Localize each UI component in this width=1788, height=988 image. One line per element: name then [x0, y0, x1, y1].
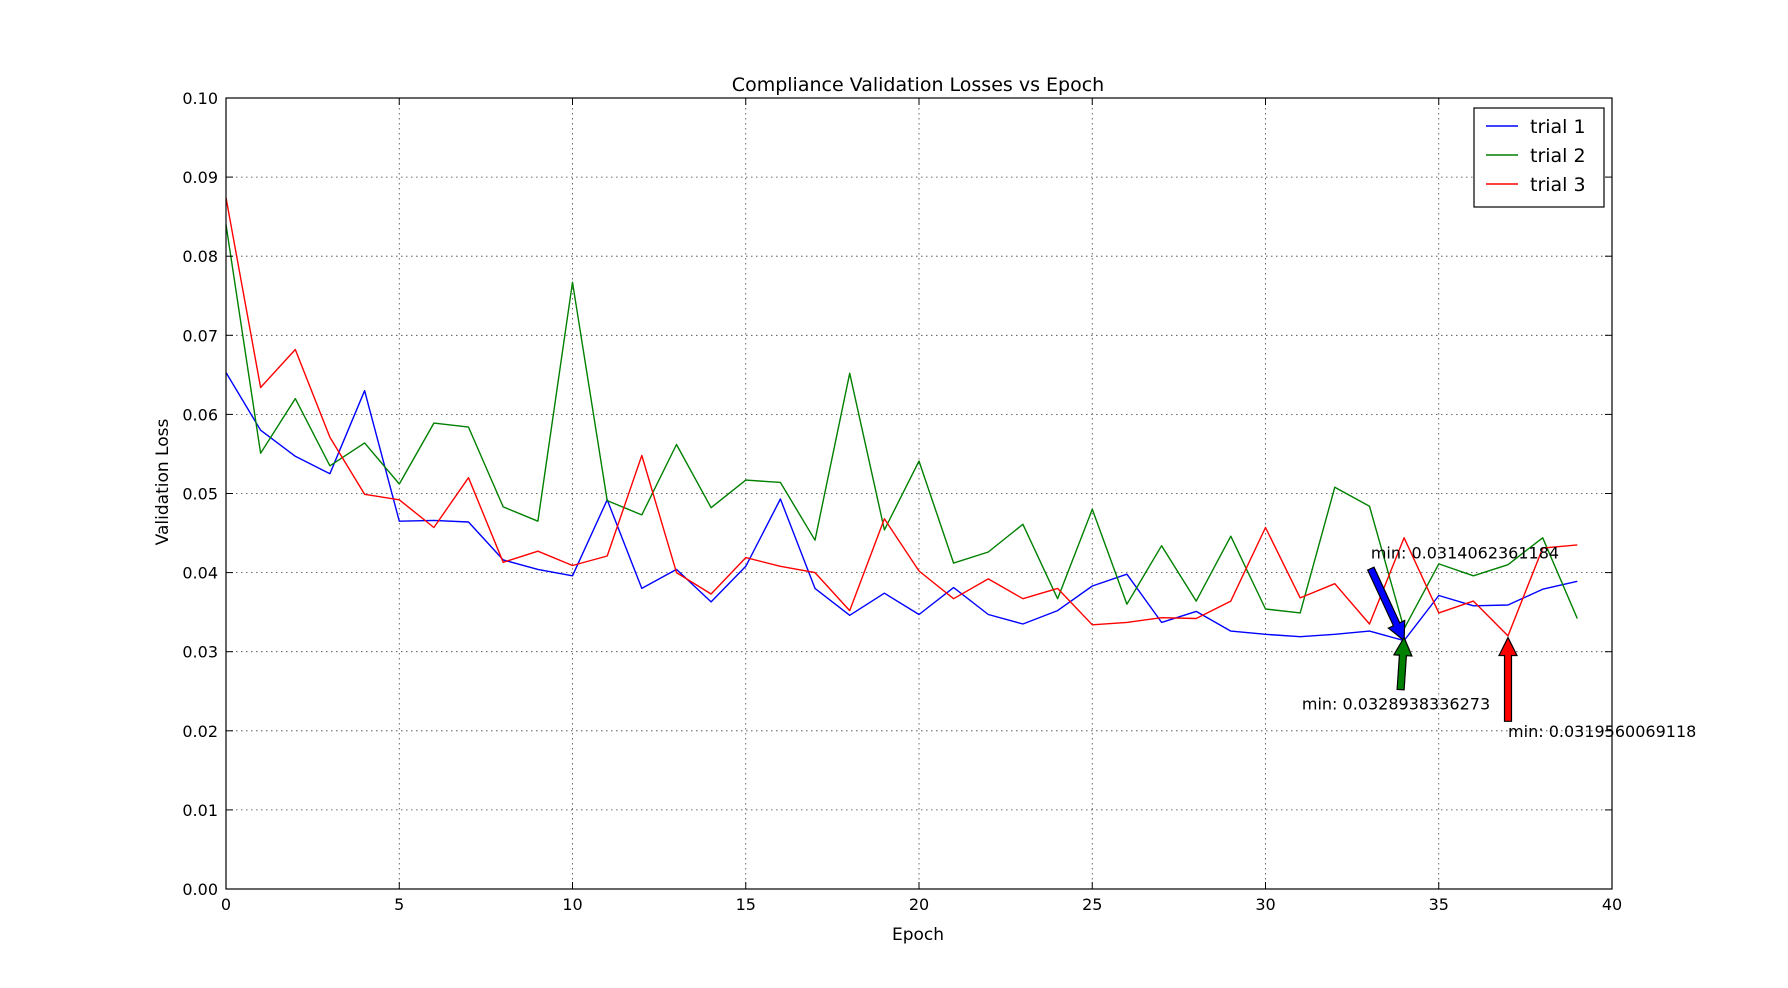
x-tick-label: 20 [909, 895, 929, 914]
annotation-label: min: 0.0328938336273 [1302, 694, 1490, 713]
x-tick-label: 30 [1255, 895, 1275, 914]
series-line-trial-1 [225, 372, 1578, 642]
y-tick-label: 0.04 [182, 564, 218, 583]
x-tick-label: 10 [562, 895, 582, 914]
y-tick-label: 0.01 [182, 801, 218, 820]
x-tick-label: 5 [394, 895, 404, 914]
annotation-arrow [1498, 636, 1518, 722]
annotation-label: min: 0.0314062361184 [1371, 543, 1559, 562]
grid-layer [226, 98, 1612, 889]
y-tick-label: 0.06 [182, 405, 218, 424]
legend-label: trial 3 [1530, 174, 1586, 196]
annotation-label: min: 0.0319560069118 [1508, 722, 1696, 741]
x-axis-title: Epoch [892, 925, 944, 945]
y-tick-label: 0.07 [182, 326, 218, 345]
annotation-arrow [1392, 636, 1413, 691]
annotation-arrow [1366, 566, 1406, 642]
y-tick-label: 0.02 [182, 722, 218, 741]
series-line-trial-3 [225, 197, 1578, 637]
y-tick-label: 0.10 [182, 89, 218, 108]
chart-title: Compliance Validation Losses vs Epoch [732, 74, 1104, 96]
legend-box [1473, 107, 1605, 208]
tick-layer: 0 5 10 15 20 25 30 35 40 0.00 0.01 0.02 0.03 0.04 0.05… [182, 89, 1622, 914]
y-tick-label: 0.08 [182, 247, 218, 266]
series-line-trial-2 [225, 224, 1578, 630]
legend-label: trial 2 [1530, 145, 1586, 167]
x-tick-label: 0 [221, 895, 231, 914]
y-axis-title: Validation Loss [153, 419, 173, 546]
y-tick-label: 0.03 [182, 643, 218, 662]
x-tick-label: 15 [736, 895, 756, 914]
x-tick-label: 35 [1429, 895, 1449, 914]
x-tick-label: 40 [1602, 895, 1622, 914]
y-tick-label: 0.00 [182, 880, 218, 899]
x-tick-label: 25 [1082, 895, 1102, 914]
legend-label: trial 1 [1530, 116, 1586, 138]
y-tick-label: 0.09 [182, 168, 218, 187]
annotation-layer: min: 0.0314062361184 min: 0.0328938336273… [1302, 543, 1696, 741]
y-tick-label: 0.05 [182, 485, 218, 504]
series-layer [225, 197, 1578, 642]
legend: trial 1 trial 2 trial 3 [1473, 107, 1605, 208]
